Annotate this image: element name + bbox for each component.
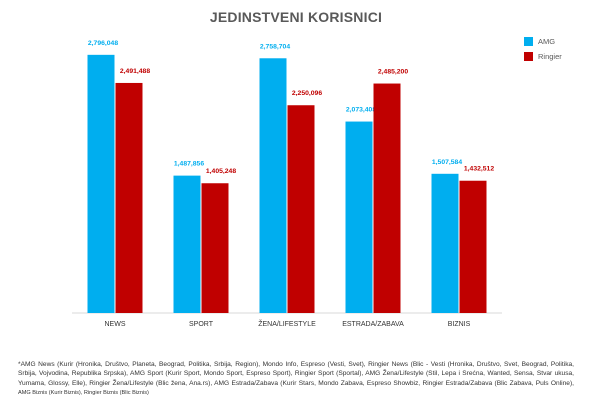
bar-ringier-2: [287, 105, 315, 313]
x-tick-label-3: ESTRADA/ZABAVA: [342, 321, 404, 328]
bar-amg-1: [173, 175, 201, 313]
bar-ringier-3: [373, 83, 401, 313]
data-label-amg-1: 1,487,856: [174, 161, 204, 168]
data-label-ringier-3: 2,485,200: [378, 69, 408, 76]
data-label-amg-3: 2,073,408: [346, 107, 376, 114]
footnote: *AMG News (Kurir (Hronika, Društvo, Plan…: [18, 360, 574, 398]
legend-label-ringier: Ringier: [538, 52, 562, 61]
data-label-ringier-4: 1,432,512: [464, 166, 494, 173]
legend-item-amg: AMG: [524, 34, 562, 49]
data-label-ringier-1: 1,405,248: [206, 168, 236, 175]
data-label-ringier-0: 2,491,488: [120, 68, 150, 75]
legend-item-ringier: Ringier: [524, 49, 562, 64]
chart-title: JEDINSTVENI KORISNICI: [209, 9, 383, 25]
data-label-amg-0: 2,796,048: [88, 40, 118, 47]
bar-ringier-1: [201, 183, 229, 313]
bar-amg-4: [431, 173, 459, 313]
legend: AMG Ringier: [524, 34, 562, 64]
data-label-ringier-2: 2,250,096: [292, 90, 322, 97]
legend-swatch-ringier: [524, 52, 533, 61]
data-label-amg-4: 1,507,584: [432, 159, 462, 166]
legend-label-amg: AMG: [538, 37, 556, 46]
footnote-main: *AMG News (Kurir (Hronika, Društvo, Plan…: [18, 361, 574, 387]
x-tick-label-4: BIZNIS: [448, 321, 471, 328]
legend-swatch-amg: [524, 37, 533, 46]
bar-amg-0: [87, 54, 115, 313]
footnote-small: AMG Biznis (Kurir Biznis), Ringier Bizni…: [18, 389, 149, 396]
data-label-amg-2: 2,758,704: [260, 43, 290, 50]
x-tick-label-2: ŽENA/LIFESTYLE: [258, 319, 316, 328]
bar-amg-2: [259, 58, 287, 313]
x-tick-label-0: NEWS: [105, 321, 126, 328]
x-tick-label-1: SPORT: [189, 321, 214, 328]
bar-amg-3: [345, 121, 373, 313]
bar-ringier-4: [459, 180, 487, 313]
bar-ringier-0: [115, 82, 143, 313]
